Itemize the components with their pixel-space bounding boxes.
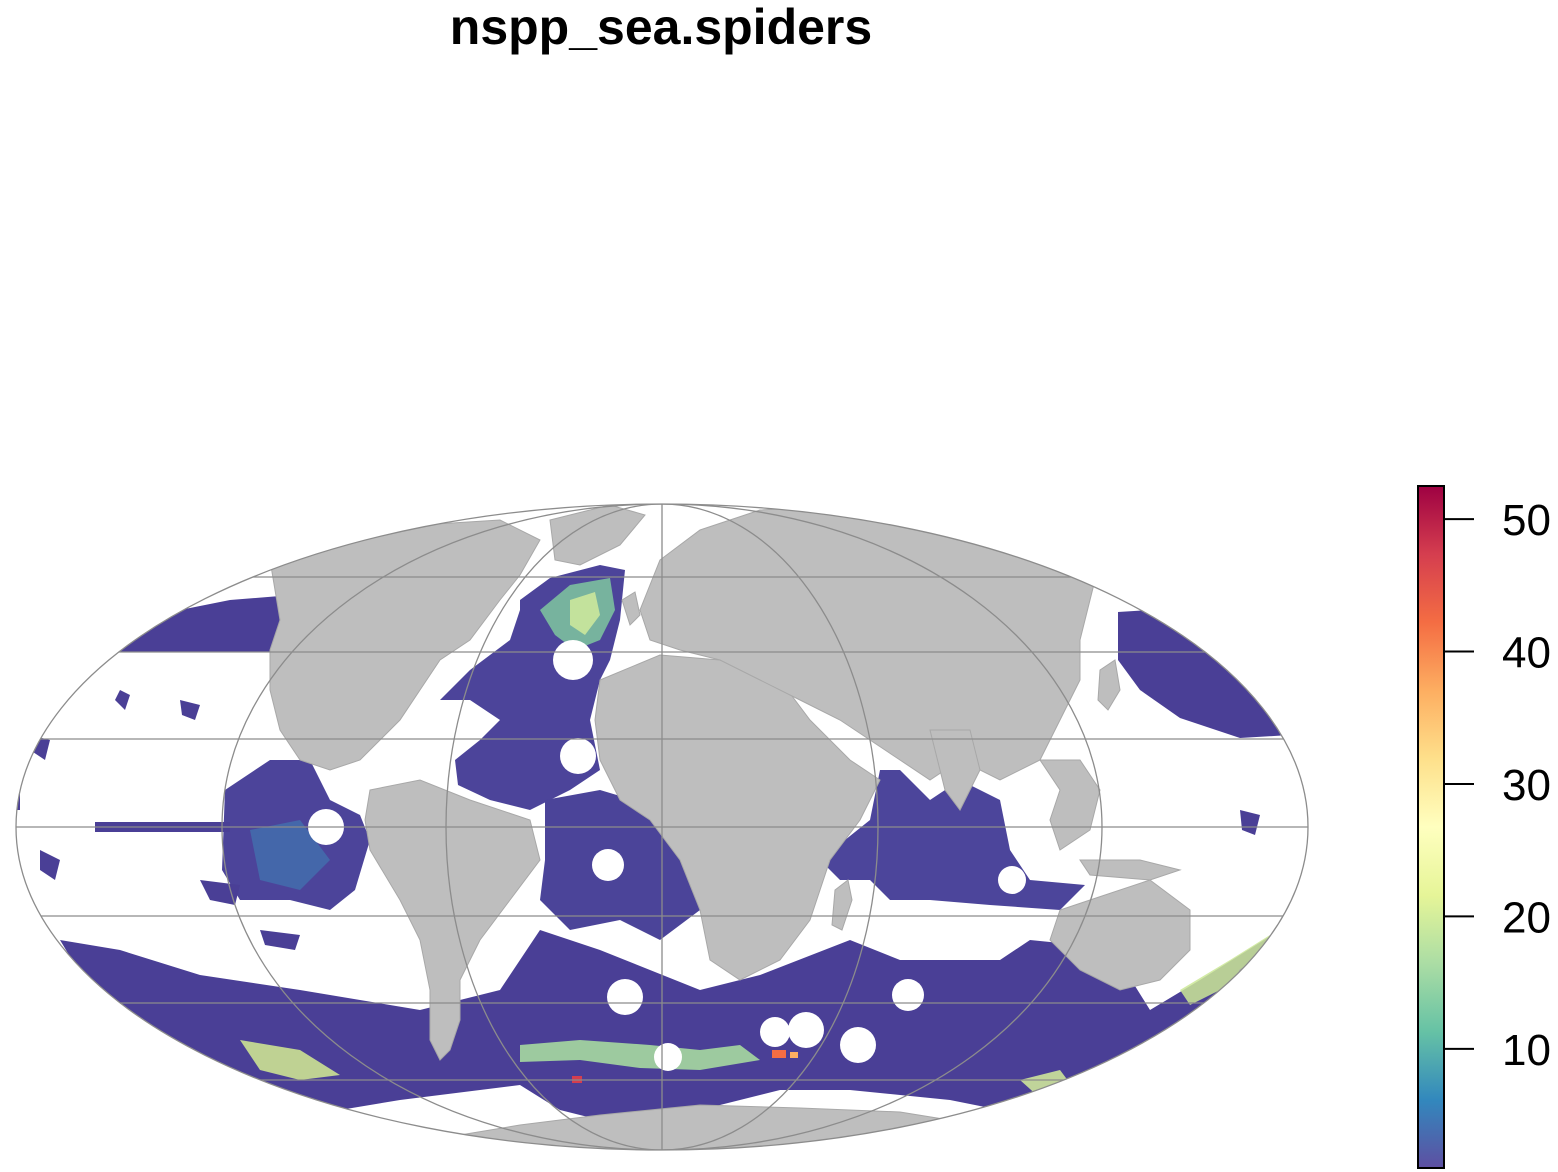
antarctica	[429, 1104, 982, 1150]
legend-color-bar	[1417, 485, 1445, 1169]
peak-cell-3	[790, 1052, 798, 1058]
greenland	[549, 504, 646, 566]
graticule	[16, 504, 1308, 1150]
southeast-asia	[1039, 759, 1182, 881]
southern-ocean-cells	[60, 930, 1308, 1120]
map-body	[16, 504, 1308, 1150]
meridian-line	[221, 504, 1103, 1150]
map-title: nspp_sea.spiders	[449, 0, 873, 55]
japan	[1097, 659, 1121, 711]
madagascar	[831, 879, 853, 931]
mask-circle	[560, 738, 596, 774]
southwest-pacific-high-cells	[240, 1040, 340, 1080]
land-masses	[269, 504, 1263, 1150]
legend-tick-label: 40	[1502, 629, 1551, 678]
north-atlantic-peak-cells	[570, 592, 600, 635]
british-isles	[621, 591, 641, 626]
mask-circle	[760, 1017, 790, 1047]
legend-tick-label: 20	[1502, 893, 1551, 942]
mask-circle	[840, 1027, 876, 1063]
mask-circle	[607, 979, 643, 1015]
east-pacific-mid-cells	[250, 820, 330, 890]
north-america	[269, 519, 541, 771]
north-pacific-east-cells	[1118, 610, 1290, 738]
globe-outline	[15, 503, 1309, 1151]
mask-circle	[654, 1043, 682, 1071]
legend-tick-label: 10	[1502, 1026, 1551, 1075]
legend-tick-label: 50	[1502, 496, 1551, 545]
mask-circle	[553, 640, 593, 680]
ocean-richness-raster	[16, 565, 1308, 1120]
tasman-sea-high-cells	[1180, 935, 1270, 1005]
legend-ticks: 10 20 30 40 50	[1444, 496, 1551, 1075]
meridian-line	[445, 504, 879, 1150]
mask-circle	[892, 979, 924, 1011]
india	[929, 729, 981, 811]
north-pacific-west-cells	[95, 596, 300, 652]
mask-circle	[592, 849, 624, 881]
south-america	[364, 779, 541, 1061]
southern-ocean-high-band	[520, 1040, 760, 1070]
color-legend: 10 20 30 40 50	[1417, 485, 1551, 1169]
mask-circle	[998, 866, 1026, 894]
mask-circle	[788, 1012, 824, 1048]
legend-tick-label: 30	[1502, 761, 1551, 810]
australia	[1049, 879, 1191, 991]
peak-cell-1	[772, 1050, 786, 1058]
